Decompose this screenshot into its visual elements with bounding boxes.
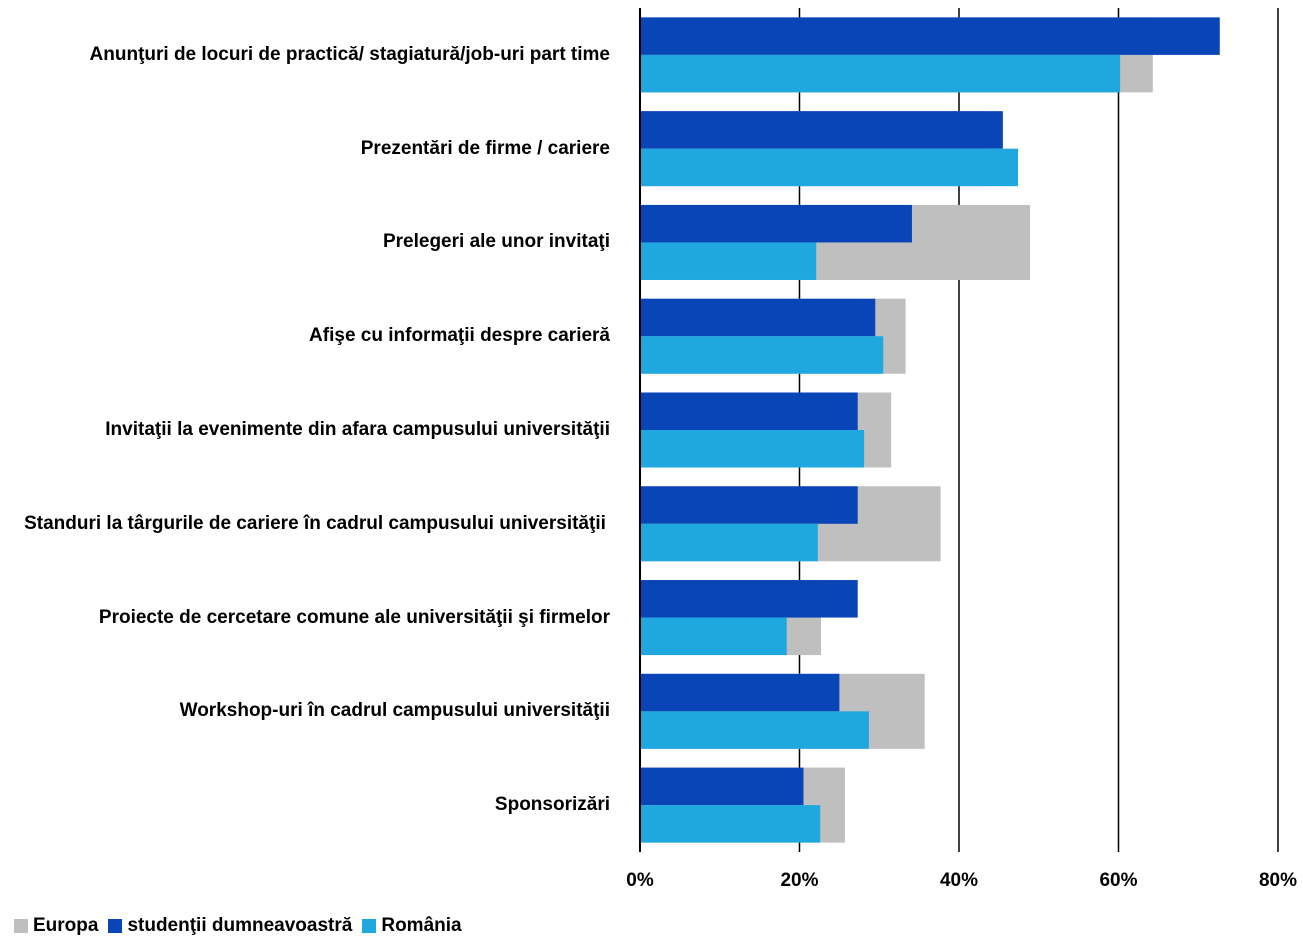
category-label: Proiecte de cercetare comune ale univers… <box>98 606 610 628</box>
legend-swatch <box>14 919 28 933</box>
x-tick-label: 80% <box>1258 870 1298 891</box>
bar-studentii-dumneavoastra <box>640 580 858 618</box>
legend-swatch <box>362 919 377 933</box>
bar-romania <box>640 242 817 280</box>
legend-label: România <box>381 915 462 936</box>
bar-romania <box>640 711 869 749</box>
legend-item: studenţii dumneavoastră <box>108 915 352 937</box>
bar-studentii-dumneavoastra <box>640 486 858 524</box>
legend: Europa studenţii dumneavoastră România <box>14 915 472 937</box>
x-tick-label: 40% <box>939 870 979 891</box>
bar-romania <box>640 336 884 374</box>
bar-studentii-dumneavoastra <box>640 767 804 806</box>
x-tick-label: 20% <box>780 870 819 891</box>
legend-label: Europa <box>33 915 99 936</box>
bar-romania <box>640 523 818 562</box>
bar-studentii-dumneavoastra <box>640 204 912 243</box>
bar-romania <box>640 805 821 843</box>
bar-romania <box>640 617 787 656</box>
category-label: Anunţuri de locuri de practică/ stagiatu… <box>89 43 610 65</box>
legend-swatch <box>108 919 123 933</box>
bar-studentii-dumneavoastra <box>640 673 840 712</box>
category-label: Afişe cu informaţii despre carieră <box>309 325 610 347</box>
legend-label: studenţii dumneavoastră <box>127 915 353 936</box>
category-label: Prelegeri ale unor invitaţi <box>382 231 610 253</box>
bar-romania <box>640 54 1121 93</box>
category-label: Standuri la târgurile de cariere în cadr… <box>24 512 606 534</box>
x-tick-label: 60% <box>1099 870 1138 891</box>
bar-romania <box>640 430 865 468</box>
bar-studentii-dumneavoastra <box>640 111 1003 149</box>
legend-item: Europa <box>14 915 98 937</box>
legend-item: România <box>362 915 462 937</box>
bar-studentii-dumneavoastra <box>640 298 876 337</box>
category-label: Workshop-uri în cadrul campusului univer… <box>179 700 610 722</box>
bar-studentii-dumneavoastra <box>640 17 1220 55</box>
category-label: Invitaţii la evenimente din afara campus… <box>105 419 610 440</box>
x-tick-label: 0% <box>626 870 654 891</box>
bar-studentii-dumneavoastra <box>640 392 858 430</box>
bar-romania <box>640 148 1019 187</box>
category-label: Prezentări de firme / cariere <box>360 137 610 159</box>
category-label: Sponsorizări <box>494 794 610 816</box>
